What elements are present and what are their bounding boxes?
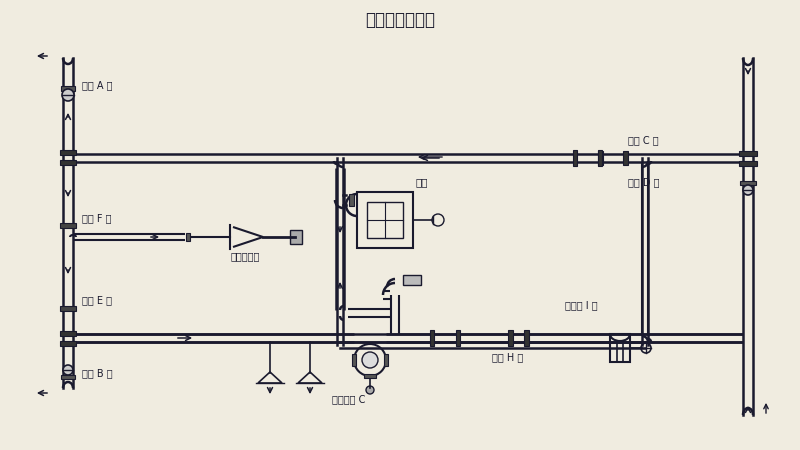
Bar <box>60 159 76 165</box>
Text: 水泵: 水泵 <box>415 177 427 187</box>
Text: 球阀 F 关: 球阀 F 关 <box>82 213 111 223</box>
Bar <box>403 275 421 285</box>
Bar <box>739 150 757 156</box>
Text: 洒水炮出口: 洒水炮出口 <box>230 251 260 261</box>
Bar <box>60 330 76 336</box>
Bar <box>367 202 403 238</box>
Circle shape <box>743 185 753 195</box>
Circle shape <box>62 89 74 101</box>
Bar <box>352 354 356 366</box>
Bar <box>61 375 75 379</box>
Bar <box>60 149 76 154</box>
Text: 球阀 H 关: 球阀 H 关 <box>492 352 523 362</box>
Bar <box>739 161 757 166</box>
Bar <box>60 341 76 346</box>
Text: 球阀 C 开: 球阀 C 开 <box>628 135 658 145</box>
Circle shape <box>366 386 374 394</box>
Bar <box>384 354 388 366</box>
Text: 三通球阀 C: 三通球阀 C <box>332 394 366 404</box>
Bar <box>61 86 75 90</box>
Bar <box>349 194 354 206</box>
Bar <box>60 222 76 228</box>
Bar <box>598 150 602 166</box>
Bar <box>573 150 577 166</box>
Text: 酒水、浇灌花木: 酒水、浇灌花木 <box>365 11 435 29</box>
Bar <box>290 230 302 244</box>
Bar <box>60 306 76 310</box>
Bar <box>364 374 376 378</box>
Bar <box>610 334 630 362</box>
Text: 球阀 D 开: 球阀 D 开 <box>628 177 659 187</box>
Bar <box>622 151 627 165</box>
Bar <box>456 330 460 346</box>
Bar <box>523 330 529 346</box>
Bar <box>186 233 190 241</box>
Text: 球阀 A 开: 球阀 A 开 <box>82 80 113 90</box>
Text: 消防栖 I 关: 消防栖 I 关 <box>565 300 598 310</box>
Text: 球阀 E 开: 球阀 E 开 <box>82 295 112 305</box>
Bar <box>598 151 602 165</box>
Bar <box>357 192 413 248</box>
Circle shape <box>362 352 378 368</box>
Bar <box>507 330 513 346</box>
Text: 球阀 B 开: 球阀 B 开 <box>82 368 113 378</box>
Circle shape <box>63 365 73 375</box>
Bar <box>740 181 756 185</box>
Bar <box>430 330 434 346</box>
